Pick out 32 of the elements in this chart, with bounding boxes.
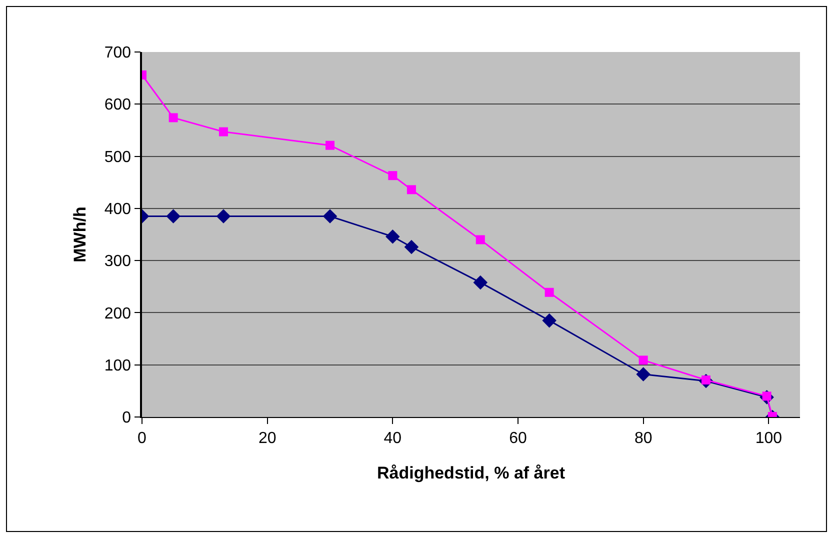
point bbox=[168, 113, 178, 122]
point bbox=[216, 209, 231, 224]
x-tick-label: 20 bbox=[258, 430, 276, 448]
y-tick-label: 500 bbox=[104, 148, 132, 166]
point bbox=[218, 127, 228, 136]
point bbox=[542, 313, 556, 328]
x-tick-label: 80 bbox=[634, 430, 652, 448]
point bbox=[473, 275, 488, 290]
point bbox=[404, 240, 419, 254]
point bbox=[326, 140, 334, 150]
point bbox=[388, 171, 398, 180]
y-axis-title: MWh/h bbox=[70, 206, 90, 262]
x-tick-label: 100 bbox=[755, 430, 782, 448]
point bbox=[476, 235, 485, 244]
y-tick-label: 300 bbox=[104, 253, 132, 270]
point bbox=[406, 185, 416, 194]
point bbox=[166, 209, 180, 224]
x-tick-label: 0 bbox=[138, 430, 147, 448]
point bbox=[322, 209, 338, 224]
y-tick-label: 400 bbox=[104, 201, 132, 218]
y-tick-label: 0 bbox=[122, 410, 132, 427]
point bbox=[638, 356, 648, 365]
y-tick-label: 600 bbox=[104, 96, 132, 114]
y-tick-label: 200 bbox=[104, 305, 132, 322]
x-axis-title: Rådighedstid, % af året bbox=[377, 464, 566, 483]
point bbox=[386, 229, 400, 244]
x-tick-label: 60 bbox=[509, 430, 527, 448]
point bbox=[636, 367, 650, 382]
y-tick-label: 100 bbox=[104, 357, 132, 374]
y-tick-label: 700 bbox=[104, 44, 132, 62]
x-tick-label: 40 bbox=[384, 430, 402, 448]
point bbox=[544, 288, 554, 297]
